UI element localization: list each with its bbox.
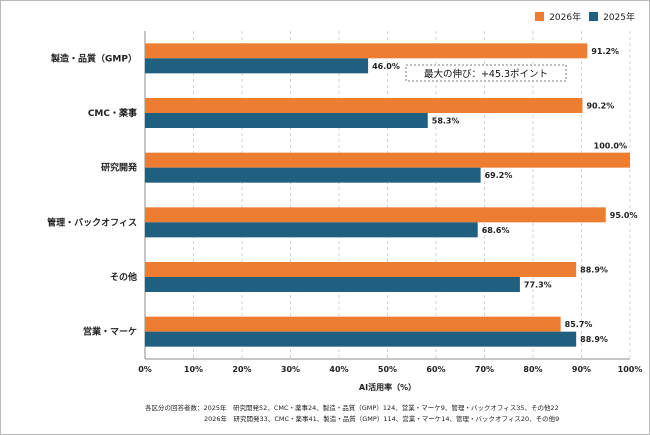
- legend-item-2026: 2026年: [535, 10, 581, 23]
- bar-2026-4: [145, 262, 577, 277]
- x-tick-label: 70%: [475, 365, 494, 374]
- data-label: 88.9%: [580, 266, 608, 275]
- bar-2025-0: [145, 58, 369, 74]
- bar-2026-5: [145, 316, 561, 332]
- data-label: 77.3%: [524, 281, 552, 290]
- x-tick-label: 60%: [426, 365, 445, 374]
- legend: 2026年 2025年: [535, 10, 635, 23]
- respondent-note-2025: 各区分の回答者数：2025年 研究開発52、CMC・薬事24、製造・品質（GMP…: [145, 404, 559, 412]
- bar-2026-2: [145, 152, 630, 168]
- bar-2026-3: [145, 207, 606, 223]
- data-label: 90.2%: [586, 102, 614, 111]
- bar-2025-2: [145, 167, 481, 183]
- legend-item-2025: 2025年: [589, 10, 635, 23]
- x-tick-label: 50%: [378, 365, 397, 374]
- data-label: 91.2%: [591, 47, 619, 56]
- data-label: 69.2%: [485, 171, 513, 180]
- annotation-text: 最大の伸び：+45.3ポイント: [424, 68, 548, 80]
- category-label: CMC・薬事: [88, 107, 137, 119]
- category-label: その他: [110, 271, 137, 283]
- bar-2025-3: [145, 222, 478, 238]
- respondent-note-2026: 2026年 研究開発33、CMC・薬事41、製造・品質（GMP）114、営業・マ…: [204, 415, 560, 423]
- x-tick-label: 30%: [281, 365, 300, 374]
- x-tick-label: 100%: [618, 365, 643, 374]
- category-label: 研究開発: [101, 162, 138, 174]
- data-label: 100.0%: [594, 142, 627, 151]
- data-label: 88.9%: [580, 335, 608, 344]
- bar-2025-1: [145, 113, 428, 128]
- bar-2026-0: [145, 43, 588, 59]
- legend-swatch-2025: [589, 12, 599, 21]
- data-label: 85.7%: [565, 320, 593, 329]
- x-axis-title: AI活用率（%）: [359, 382, 416, 392]
- x-tick-label: 40%: [329, 365, 348, 374]
- legend-swatch-2026: [535, 12, 545, 21]
- bar-2025-4: [145, 277, 520, 292]
- data-label: 95.0%: [610, 211, 638, 220]
- category-label: 製造・品質（GMP）: [50, 52, 137, 64]
- category-label: 管理・バックオフィス: [47, 216, 137, 228]
- x-tick-label: 20%: [232, 365, 251, 374]
- bar-2026-1: [145, 98, 583, 113]
- x-tick-label: 10%: [184, 365, 203, 374]
- x-tick-label: 90%: [572, 365, 591, 374]
- category-label: 営業・マーケ: [83, 326, 137, 338]
- bar-2025-5: [145, 331, 577, 347]
- legend-label-2025: 2025年: [603, 13, 635, 23]
- annotation-box: [405, 64, 567, 82]
- x-tick-label: 80%: [523, 365, 542, 374]
- data-label: 68.6%: [482, 226, 510, 235]
- legend-label-2026: 2026年: [549, 13, 582, 23]
- data-label: 58.3%: [432, 117, 460, 126]
- data-label: 46.0%: [372, 62, 400, 71]
- x-tick-label: 0%: [138, 365, 152, 374]
